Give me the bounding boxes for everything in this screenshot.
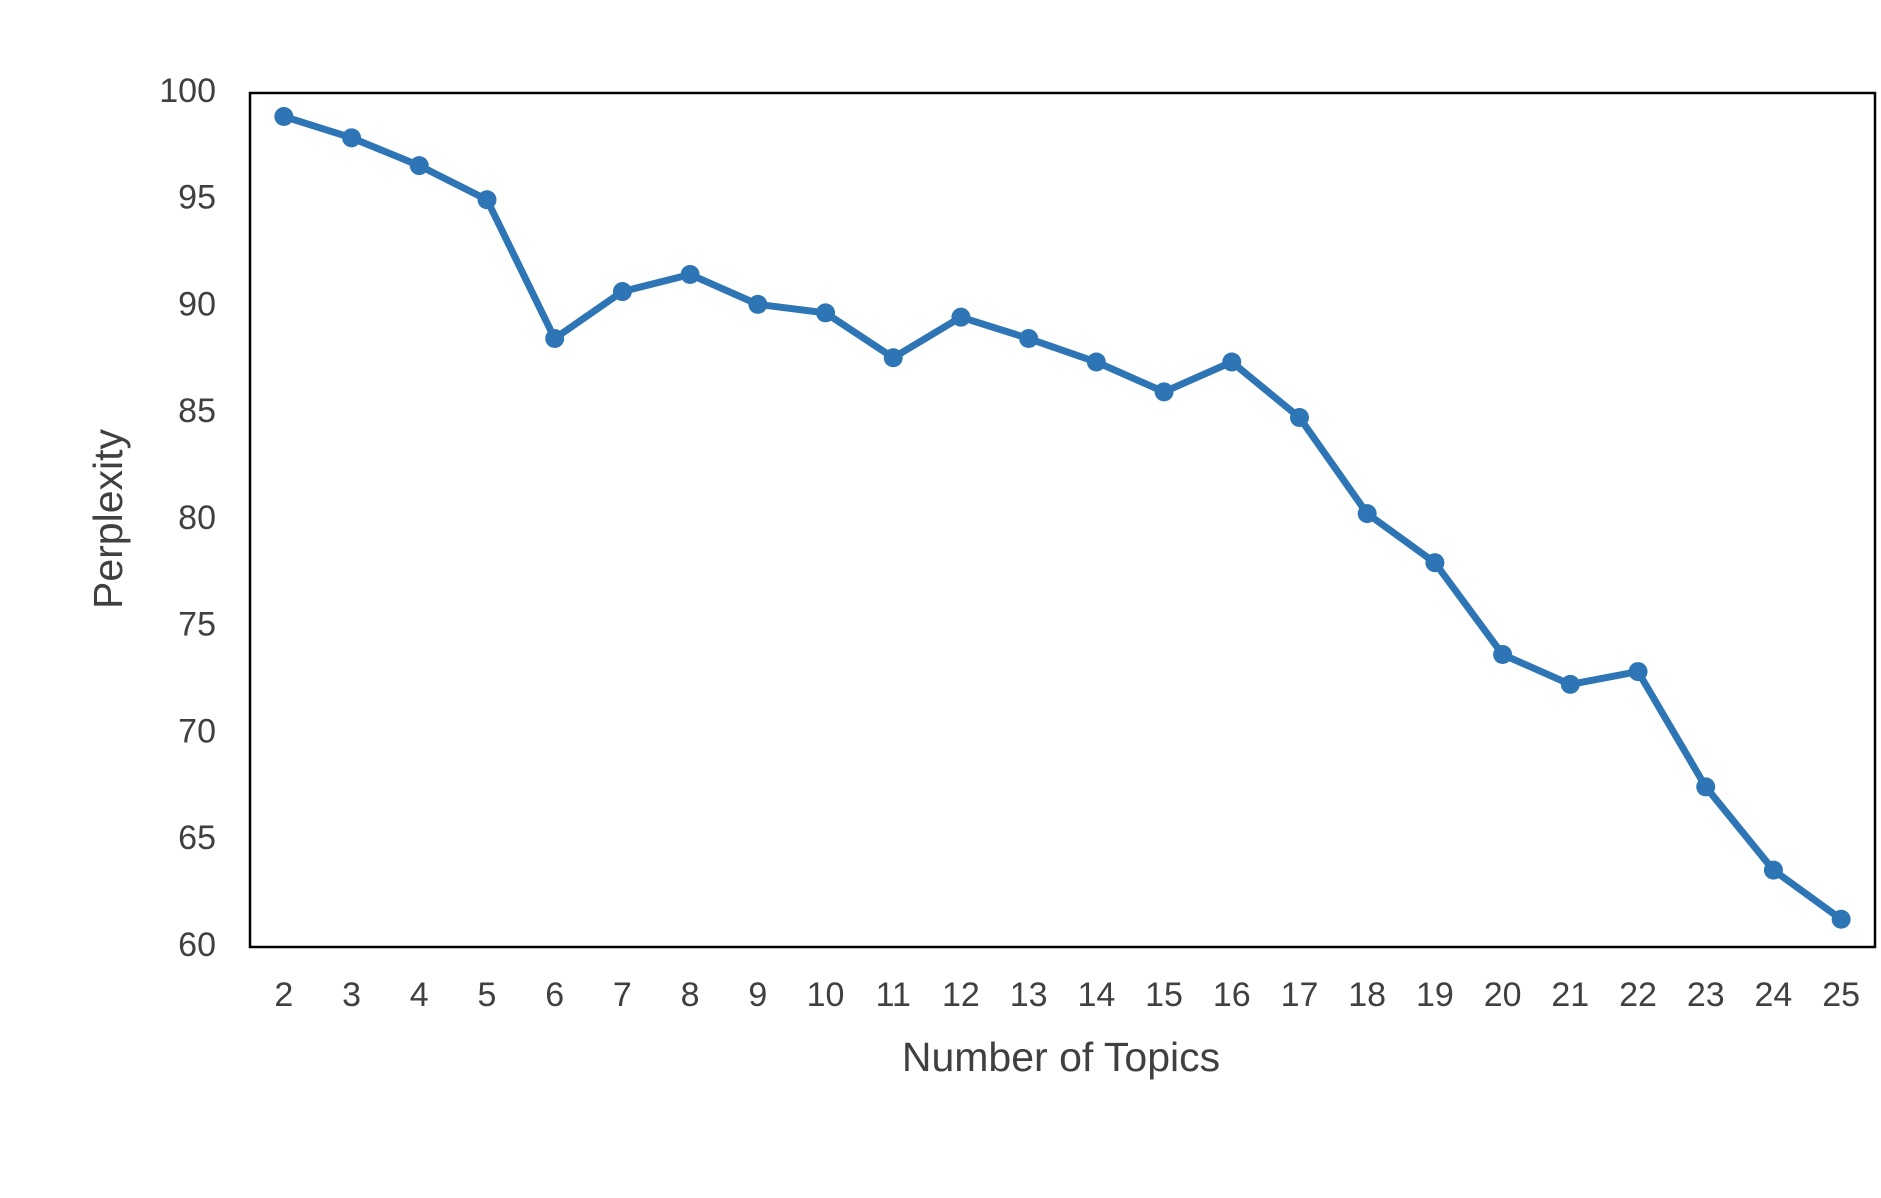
x-tick-label: 12 <box>942 976 980 1014</box>
data-line <box>282 113 1844 923</box>
plot-frame <box>248 91 1877 949</box>
data-point <box>274 106 294 126</box>
x-tick-label: 10 <box>807 976 845 1014</box>
x-tick-label: 2 <box>274 976 293 1014</box>
x-tick-label: 11 <box>876 976 911 1014</box>
y-tick-label: 85 <box>178 392 216 430</box>
data-point <box>545 329 565 349</box>
x-tick-label: 25 <box>1822 976 1860 1014</box>
x-tick-label: 6 <box>545 976 564 1014</box>
data-point <box>951 307 971 327</box>
data-point <box>612 282 632 302</box>
x-tick-label: 7 <box>613 976 632 1014</box>
data-point <box>1154 382 1174 402</box>
x-tick-label: 21 <box>1551 976 1589 1014</box>
y-tick-label: 80 <box>178 499 216 537</box>
data-point <box>1222 352 1242 372</box>
y-tick-label: 95 <box>178 179 216 217</box>
data-point <box>1493 645 1513 665</box>
y-tick-label: 60 <box>178 926 216 964</box>
y-tick-label: 70 <box>178 712 216 750</box>
data-point <box>1696 777 1716 797</box>
y-tick-label: 90 <box>178 285 216 323</box>
x-tick-label: 19 <box>1416 976 1454 1014</box>
data-point <box>1763 860 1783 880</box>
y-tick-label: 75 <box>178 606 216 644</box>
x-tick-label: 16 <box>1213 976 1251 1014</box>
x-tick-label: 4 <box>410 976 429 1014</box>
x-tick-label: 13 <box>1010 976 1048 1014</box>
x-tick-label: 5 <box>478 976 497 1014</box>
x-tick-label: 3 <box>342 976 361 1014</box>
data-point <box>748 294 768 314</box>
data-point <box>477 190 497 210</box>
data-point <box>1425 553 1445 573</box>
data-point <box>1560 674 1580 694</box>
data-point <box>1357 504 1377 524</box>
x-tick-label: 20 <box>1484 976 1522 1014</box>
data-point <box>1289 408 1309 428</box>
x-tick-label: 24 <box>1755 976 1793 1014</box>
x-tick-label: 15 <box>1145 976 1183 1014</box>
data-point <box>342 128 362 148</box>
data-point <box>1019 329 1039 349</box>
x-tick-label: 23 <box>1687 976 1725 1014</box>
y-tick-label: 100 <box>159 72 216 110</box>
data-point <box>1831 909 1851 929</box>
x-tick-label: 18 <box>1348 976 1386 1014</box>
x-tick-label: 17 <box>1281 976 1319 1014</box>
x-tick-label: 8 <box>681 976 700 1014</box>
data-point <box>680 264 700 284</box>
x-axis-title: Number of Topics <box>902 1034 1220 1080</box>
data-point <box>1086 352 1106 372</box>
x-tick-label: 9 <box>748 976 767 1014</box>
data-point <box>1628 662 1648 682</box>
y-axis-title: Perplexity <box>85 428 131 609</box>
data-point <box>816 303 836 323</box>
data-point <box>409 156 429 176</box>
x-tick-label: 14 <box>1077 976 1115 1014</box>
y-tick-label: 65 <box>178 819 216 857</box>
data-point <box>883 348 903 368</box>
x-tick-label: 22 <box>1619 976 1657 1014</box>
